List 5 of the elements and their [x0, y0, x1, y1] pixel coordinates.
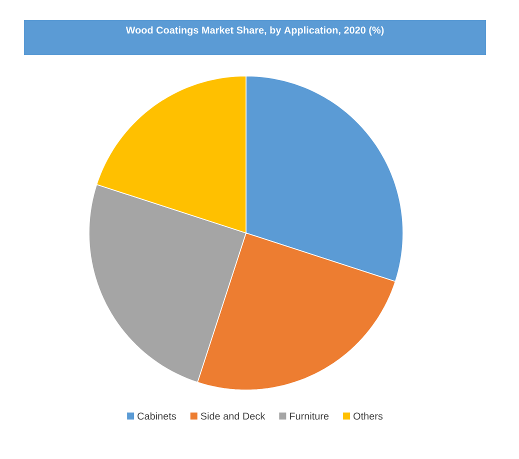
chart-title: Wood Coatings Market Share, by Application, 2020 (%) [126, 26, 384, 36]
legend-label: Side and Deck [200, 412, 266, 420]
legend-label: Furniture [290, 412, 329, 420]
legend-label: Cabinets [138, 412, 176, 420]
legend-label: Others [354, 412, 383, 420]
